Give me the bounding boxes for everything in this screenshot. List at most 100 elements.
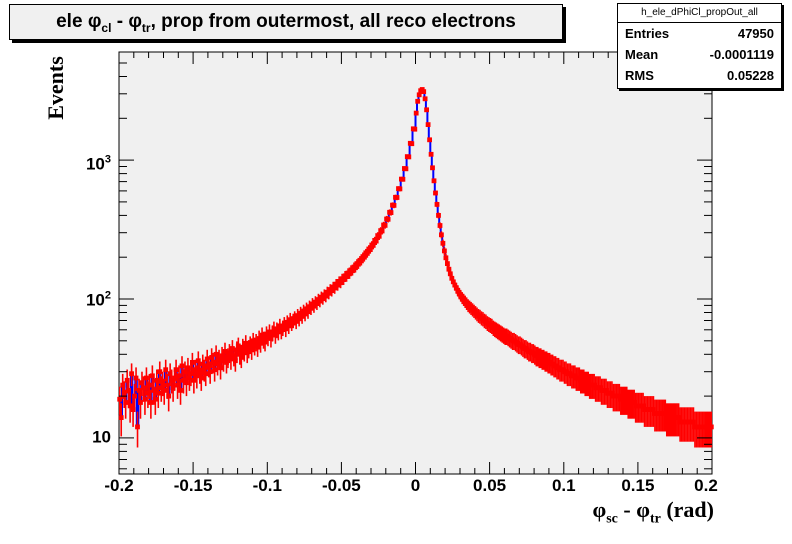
data-point — [609, 390, 615, 396]
data-point — [326, 290, 332, 296]
stats-value: -0.0001119 — [709, 47, 774, 62]
data-point — [204, 356, 210, 362]
data-point — [249, 347, 255, 353]
data-point — [631, 400, 637, 405]
data-point — [409, 141, 415, 147]
data-point — [427, 137, 432, 143]
data-point — [453, 285, 459, 291]
data-point — [192, 367, 198, 373]
title-minus: - — [111, 11, 129, 32]
data-point — [182, 369, 188, 375]
data-point — [597, 385, 603, 391]
data-point — [218, 365, 223, 371]
data-point — [286, 323, 292, 329]
data-point — [152, 396, 158, 402]
data-point — [373, 238, 379, 244]
data-point — [195, 358, 201, 364]
data-point — [203, 371, 209, 377]
data-point — [308, 305, 314, 311]
data-point — [268, 336, 274, 341]
data-point — [118, 415, 124, 420]
data-point — [247, 342, 253, 347]
data-point — [207, 369, 213, 375]
data-point — [443, 255, 449, 261]
data-point — [155, 390, 161, 396]
histogram-name: h_ele_dPhiCl_propOut_all — [618, 4, 781, 23]
data-point — [157, 369, 163, 375]
data-point — [227, 350, 232, 356]
data-point — [338, 280, 343, 286]
data-point — [163, 367, 169, 373]
data-point — [240, 344, 246, 350]
data-point — [135, 424, 140, 430]
data-point — [416, 92, 422, 98]
data-point — [329, 288, 335, 293]
data-point — [412, 126, 418, 132]
data-point — [364, 251, 370, 256]
data-point — [233, 358, 238, 364]
data-point — [213, 351, 219, 357]
data-point — [270, 330, 275, 336]
data-point — [225, 355, 231, 360]
data-point — [280, 325, 286, 331]
data-point — [238, 355, 244, 360]
data-point — [120, 382, 126, 388]
data-point — [403, 166, 409, 172]
data-point — [662, 411, 668, 416]
data-point — [367, 247, 373, 252]
data-point — [289, 320, 295, 326]
data-point — [585, 380, 591, 386]
data-point — [255, 344, 260, 350]
stats-label: RMS — [625, 68, 654, 83]
data-point — [124, 377, 130, 383]
chart-title: ele φcl - φtr, prop from outermost, all … — [9, 4, 563, 40]
data-point — [172, 375, 177, 381]
data-point — [295, 313, 300, 318]
stats-value: 47950 — [737, 26, 774, 41]
title-prefix: ele — [56, 11, 88, 32]
data-point — [139, 380, 145, 386]
data-point — [253, 339, 259, 345]
data-point — [344, 274, 349, 279]
data-point — [298, 310, 303, 316]
data-point — [121, 390, 127, 396]
y-tick-exponent: 3 — [104, 153, 111, 166]
x-tick-label: -0.1 — [252, 476, 282, 495]
data-point — [181, 377, 186, 383]
data-point — [265, 334, 271, 340]
data-point — [284, 319, 290, 325]
data-point — [624, 396, 630, 402]
data-point — [262, 339, 268, 345]
data-point — [188, 371, 194, 377]
y-tick-base: 10 — [92, 427, 111, 447]
data-point — [144, 375, 149, 381]
data-point — [212, 367, 217, 373]
data-point — [133, 375, 139, 381]
data-point — [197, 369, 203, 375]
x-tick-label: 0.05 — [473, 476, 507, 495]
data-point — [676, 415, 681, 420]
xlabel-phi-symbol-2: φ — [636, 497, 650, 522]
data-point — [283, 326, 289, 332]
data-point — [216, 356, 222, 362]
data-point — [450, 279, 456, 285]
data-point — [130, 407, 136, 412]
data-point — [200, 361, 206, 367]
data-point — [421, 89, 427, 94]
data-point — [148, 400, 154, 405]
data-point — [428, 151, 434, 157]
data-point — [708, 424, 714, 430]
data-point — [317, 298, 323, 304]
data-point — [281, 321, 287, 327]
x-tick-label: -0.15 — [173, 476, 213, 495]
data-point — [455, 288, 461, 293]
data-point — [385, 216, 391, 222]
data-point — [231, 353, 237, 359]
data-point — [194, 373, 200, 379]
data-point — [123, 400, 129, 405]
data-point — [136, 388, 142, 393]
data-point — [290, 318, 296, 323]
data-point — [335, 282, 341, 288]
title-suffix: , prop from outermost, all reco electron… — [150, 11, 516, 32]
data-point — [305, 309, 311, 315]
